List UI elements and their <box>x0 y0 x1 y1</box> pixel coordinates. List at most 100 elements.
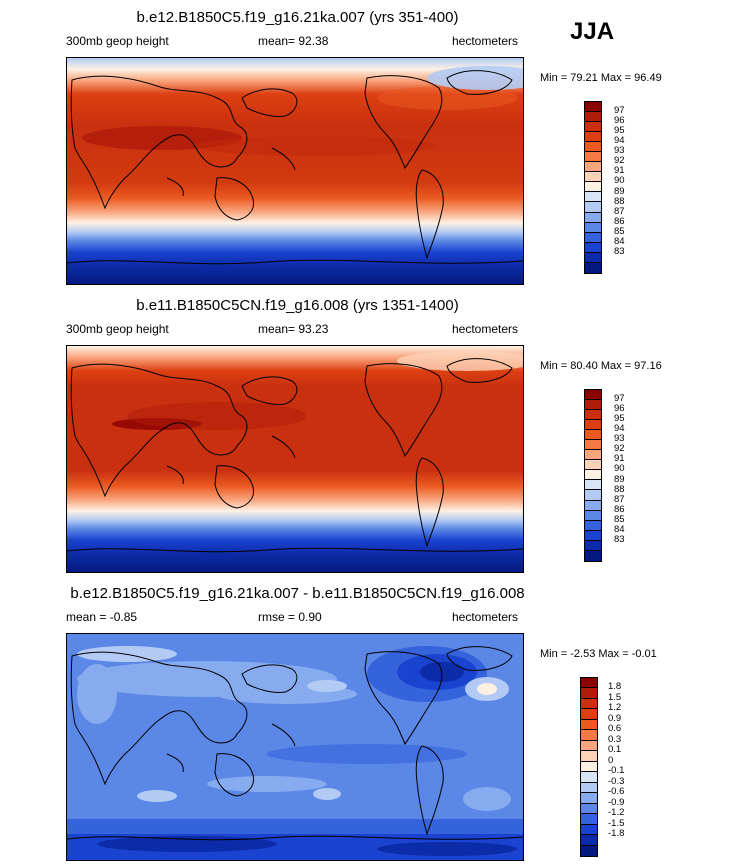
colorbar-tick-label: 86 <box>614 503 625 515</box>
colorbar-tick-label: 87 <box>614 205 625 217</box>
colorbar-tick-label: 89 <box>614 473 625 485</box>
colorbar-swatch <box>585 222 601 233</box>
contour-map <box>66 633 524 861</box>
colorbar-tick-label: 85 <box>614 513 625 525</box>
colorbar-tick-label: 84 <box>614 235 625 247</box>
colorbar-tick-label: 0.3 <box>608 733 622 745</box>
colorbar-swatch <box>585 232 601 243</box>
panel-title: b.e12.B1850C5.f19_g16.21ka.007 - b.e11.B… <box>70 585 525 602</box>
colorbar-swatch <box>585 252 601 263</box>
rmse-label: rmse = 0.90 <box>258 610 322 624</box>
colorbar-tick-label: 0 <box>608 754 614 766</box>
colorbar-swatch <box>585 102 601 113</box>
colorbar-swatch <box>585 212 601 223</box>
colorbar-swatch <box>581 793 597 804</box>
colorbar-tick-label: 93 <box>614 433 625 445</box>
colorbar-tick-label: 91 <box>614 453 625 465</box>
colorbar-tick-label: -0.9 <box>608 796 625 808</box>
colorbar-tick-label: 90 <box>614 175 625 187</box>
colorbar-swatch <box>585 440 601 451</box>
colorbar-tick-label: 92 <box>614 155 625 167</box>
mean-label: mean= 92.38 <box>258 34 329 48</box>
colorbar-swatches <box>581 678 597 856</box>
minmax-label: Min = -2.53 Max = -0.01 <box>540 648 657 660</box>
colorbar-swatch <box>585 540 601 551</box>
colorbar-swatch <box>585 172 601 183</box>
colorbar-tick-label: 97 <box>614 105 625 117</box>
colorbar-labels: 97 96 95 94 93 92 91 90 89 88 87 86 85 84 83 <box>614 389 644 562</box>
map-svg <box>67 58 523 284</box>
colorbar-tick-label: 88 <box>614 483 625 495</box>
colorbar-swatch <box>585 410 601 421</box>
map-svg <box>67 346 523 572</box>
colorbar-tick-label: 1.2 <box>608 702 622 714</box>
colorbar-tick-label: 88 <box>614 195 625 207</box>
colorbar-swatch <box>581 678 597 689</box>
colorbar-swatch <box>585 390 601 401</box>
colorbar-tick-label: 1.8 <box>608 681 622 693</box>
colorbar-tick-label: 84 <box>614 523 625 535</box>
minmax-label: Min = 80.40 Max = 97.16 <box>540 360 662 372</box>
colorbar-swatch <box>585 262 601 273</box>
colorbar-tick-label: 92 <box>614 443 625 455</box>
colorbar-swatch <box>581 772 597 783</box>
colorbar-swatch <box>585 242 601 253</box>
colorbar-tick-label: 95 <box>614 413 625 425</box>
colorbar-swatch <box>585 202 601 213</box>
colorbar-swatch <box>585 520 601 531</box>
colorbar-tick-label: 89 <box>614 185 625 197</box>
colorbar-swatch <box>585 400 601 411</box>
colorbar-swatch <box>585 420 601 431</box>
colorbar-tick-label: -1.8 <box>608 828 625 840</box>
colorbar-tick-label: 90 <box>614 463 625 475</box>
colorbar-swatch <box>581 698 597 710</box>
panel-title: b.e11.B1850C5CN.f19_g16.008 (yrs 1351-14… <box>136 297 459 314</box>
colorbar-swatch <box>585 550 601 561</box>
colorbar-tick-label: 91 <box>614 165 625 177</box>
colorbar <box>584 101 602 274</box>
units-label: hectometers <box>452 322 519 336</box>
map-svg <box>67 634 523 860</box>
colorbar-swatch <box>585 510 601 521</box>
variable-label: 300mb geop height <box>66 322 169 336</box>
colorbar-tick-label: -1.5 <box>608 817 625 829</box>
colorbar-tick-label: -1.2 <box>608 807 625 819</box>
colorbar <box>580 677 598 857</box>
colorbar-swatch <box>581 688 597 699</box>
panel-title: b.e12.B1850C5.f19_g16.21ka.007 (yrs 351-… <box>136 9 459 26</box>
colorbar-swatch <box>585 182 601 193</box>
colorbar-swatch <box>581 803 597 815</box>
colorbar-tick-label: -0.3 <box>608 775 625 787</box>
colorbar-tick-label: 95 <box>614 125 625 137</box>
colorbar-swatch <box>585 530 601 541</box>
colorbar-swatch <box>585 430 601 441</box>
colorbar-labels: 97 96 95 94 93 92 91 90 89 88 87 86 85 84 83 <box>614 101 644 274</box>
colorbar-swatch <box>581 709 597 720</box>
mean-label: mean= 93.23 <box>258 322 329 336</box>
colorbar-swatch <box>581 719 597 731</box>
colorbar-tick-label: 87 <box>614 493 625 505</box>
colorbar-tick-label: 1.5 <box>608 691 622 703</box>
colorbar-swatch <box>581 761 597 773</box>
colorbar-tick-label: 93 <box>614 145 625 157</box>
minmax-label: Min = 79.21 Max = 96.49 <box>540 72 662 84</box>
colorbar-swatch <box>581 740 597 752</box>
units-label: hectometers <box>452 34 519 48</box>
colorbar-tick-label: 0.9 <box>608 712 622 724</box>
variable-label: 300mb geop height <box>66 34 169 48</box>
colorbar-swatch <box>585 470 601 481</box>
colorbar-swatch <box>585 152 601 163</box>
colorbar-tick-label: 96 <box>614 115 625 127</box>
colorbar-tick-label: 83 <box>614 533 625 545</box>
colorbar-tick-label: -0.1 <box>608 765 625 777</box>
colorbar-swatch <box>581 782 597 794</box>
colorbar-tick-label: 97 <box>614 393 625 405</box>
season-label: JJA <box>570 18 615 45</box>
colorbar-swatch <box>585 192 601 203</box>
colorbar-swatch <box>585 480 601 491</box>
colorbar-swatch <box>585 142 601 153</box>
colorbar-swatches <box>585 102 601 273</box>
colorbar-swatch <box>585 490 601 501</box>
contour-map <box>66 345 524 573</box>
colorbar-swatch <box>581 845 597 856</box>
